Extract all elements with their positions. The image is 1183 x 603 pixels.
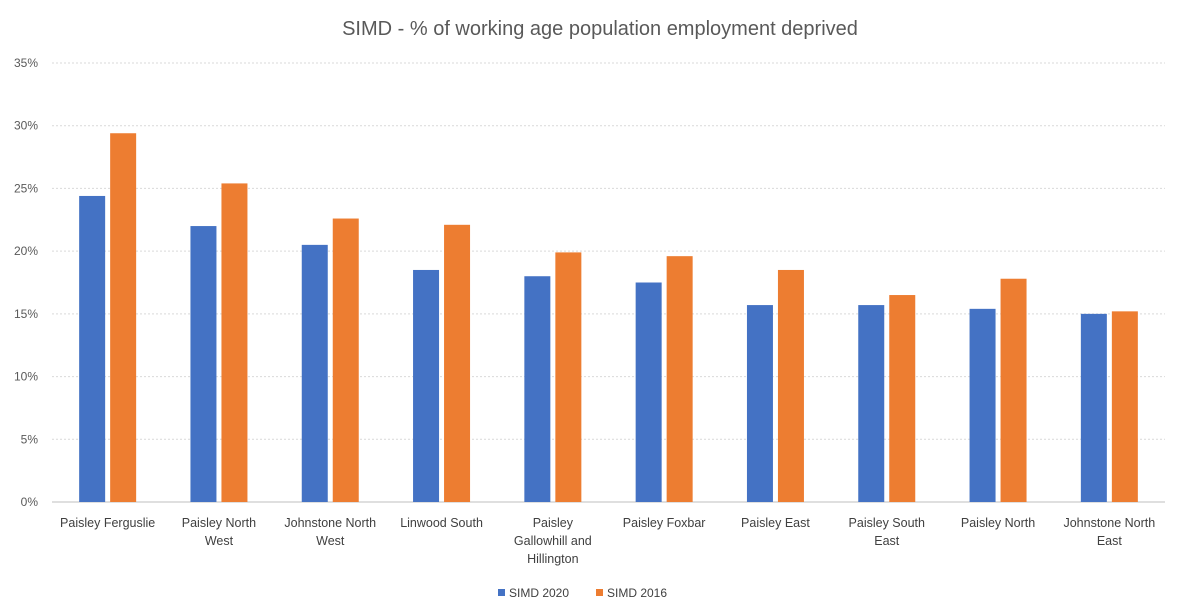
bar-simd-2020 [635, 282, 662, 502]
chart-title: SIMD - % of working age population emplo… [342, 18, 858, 40]
bar-simd-2016 [889, 295, 916, 502]
legend-label: SIMD 2016 [607, 586, 667, 600]
x-category-label: Paisley North [961, 516, 1035, 530]
y-tick-label: 15% [14, 307, 38, 321]
bar-simd-2016 [110, 133, 137, 503]
bar-simd-2020 [190, 226, 217, 503]
bar-simd-2016 [444, 224, 471, 502]
x-category-label: Paisley South East [849, 516, 925, 548]
bar-simd-2016 [1111, 311, 1138, 502]
bar-simd-2020 [79, 195, 106, 502]
bars [79, 133, 1138, 503]
gridlines [52, 62, 1165, 503]
bar-simd-2016 [221, 183, 248, 502]
x-category-label: Paisley Foxbar [623, 516, 706, 530]
y-axis-ticks: 0% 5% 10% 15% 20% 25% 30% 35% [14, 56, 38, 509]
y-tick-label: 0% [21, 495, 39, 509]
y-tick-label: 25% [14, 181, 38, 195]
legend-label: SIMD 2020 [509, 586, 569, 600]
legend: SIMD 2020 SIMD 2016 [498, 586, 667, 600]
x-category-label: Paisley North West [182, 516, 256, 548]
legend-swatch [498, 589, 505, 596]
y-tick-label: 35% [14, 56, 38, 70]
legend-swatch [596, 589, 603, 596]
y-tick-label: 10% [14, 370, 38, 384]
bar-simd-2020 [969, 308, 996, 502]
bar-simd-2016 [1000, 278, 1027, 502]
y-tick-label: 20% [14, 244, 38, 258]
bar-simd-2020 [1080, 313, 1107, 502]
bar-simd-2016 [666, 256, 693, 502]
bar-simd-2020 [524, 276, 551, 502]
x-category-label: Paisley East [741, 516, 810, 530]
bar-simd-2016 [332, 218, 359, 502]
x-category-label: Johnstone North West [284, 516, 376, 548]
x-category-label: Paisley Ferguslie [60, 516, 155, 530]
bar-simd-2020 [301, 244, 328, 502]
x-category-label: Johnstone North East [1063, 516, 1155, 548]
bar-simd-2020 [746, 305, 773, 502]
y-tick-label: 5% [21, 432, 39, 446]
bar-simd-2020 [858, 305, 885, 502]
y-tick-label: 30% [14, 119, 38, 133]
x-axis-categories: Paisley Ferguslie Paisley North West Johnst… [60, 516, 1155, 566]
x-category-label: Linwood South [400, 516, 483, 530]
bar-simd-2016 [555, 252, 582, 502]
x-category-label: Paisley Gallowhill and Hillington [514, 516, 592, 566]
bar-simd-2016 [777, 269, 804, 502]
bar-simd-2020 [413, 269, 440, 502]
